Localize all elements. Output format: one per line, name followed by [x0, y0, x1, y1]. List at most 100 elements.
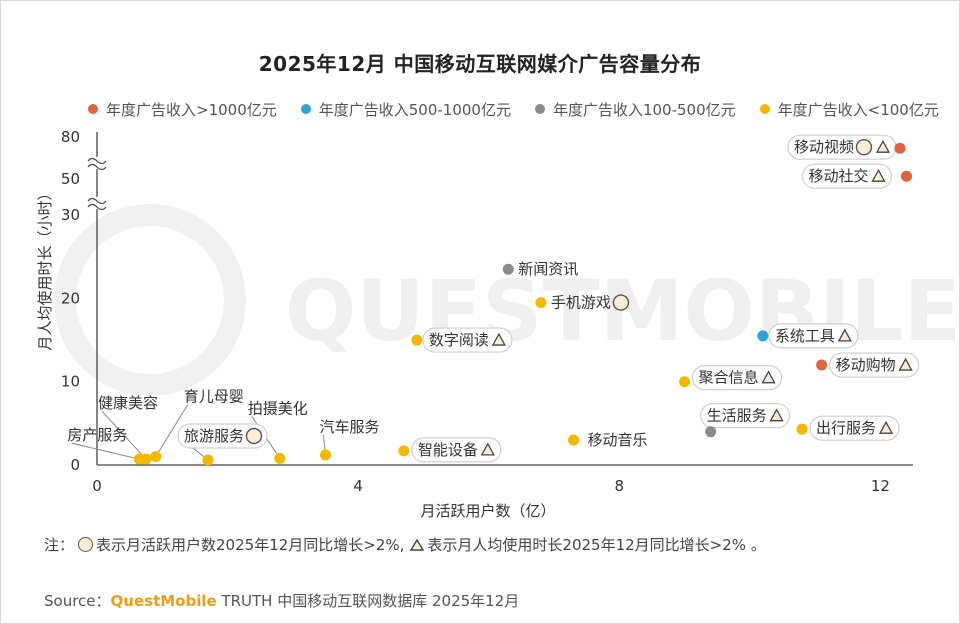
leader-line [155, 404, 189, 457]
triangle-badge-icon [491, 332, 506, 346]
data-point [274, 452, 286, 464]
source-line: Source：QuestMobile TRUTH 中国移动互联网数据库 2025… [44, 590, 519, 611]
triangle-badge-icon [769, 408, 784, 422]
data-point-group: 移动视频 [787, 134, 906, 160]
legend-dot-icon [88, 104, 98, 114]
triangle-marker-icon [410, 538, 425, 551]
leader-line [71, 442, 140, 460]
data-point-group: 生活服务 [700, 403, 791, 438]
y-tick-label: 80 [61, 128, 80, 146]
x-tick-label: 0 [92, 477, 102, 495]
triangle-badge-icon [898, 357, 913, 371]
label-pill [801, 163, 893, 189]
watermark-ring-icon [54, 204, 246, 396]
x-tick-label: 4 [353, 477, 363, 495]
data-point [411, 334, 423, 346]
x-tick-label: 12 [871, 477, 890, 495]
data-point-group: 数字阅读 [411, 327, 513, 353]
point-label: 移动社交 [808, 167, 868, 185]
data-point-group: 育儿母婴 [150, 388, 244, 463]
point-label: 聚合信息 [699, 369, 759, 387]
note-triangle-text: 表示月人均使用时长2025年12月同比增长>2% 。 [427, 536, 766, 554]
source-prefix: Source： [44, 592, 111, 610]
axis-break-gap [90, 157, 104, 169]
axis-break-icon [87, 203, 107, 211]
data-point-group: 房产服务 [67, 426, 145, 465]
legend-item: 年度广告收入>1000亿元 [88, 99, 277, 120]
data-point-group: 旅游服务 [177, 423, 268, 466]
point-label: 移动音乐 [588, 431, 648, 449]
point-label: 生活服务 [707, 407, 767, 425]
data-point-group: 移动社交 [801, 163, 912, 189]
point-label: 拍摄美化 [248, 399, 308, 417]
legend-label: 年度广告收入<100亿元 [777, 100, 939, 119]
data-point-group: 移动购物 [816, 352, 920, 378]
legend-label: 年度广告收入500-1000亿元 [318, 100, 511, 119]
y-tick-label: 10 [61, 373, 80, 391]
triangle-badge-icon [837, 328, 852, 342]
data-point-group: 出行服务 [796, 415, 900, 441]
triangle-badge-icon [878, 420, 894, 434]
watermark-logo: QUESTMOBILE [54, 204, 960, 396]
note-prefix: 注： [44, 536, 75, 554]
legend-item: 年度广告收入100-500亿元 [534, 99, 736, 120]
legend-label: 年度广告收入100-500亿元 [552, 100, 736, 119]
circle-badge-icon [855, 138, 873, 156]
x-axis-title: 月活跃用户数（亿） [420, 502, 555, 520]
data-point [150, 451, 162, 463]
point-label: 健康美容 [98, 394, 158, 412]
data-point-group: 系统工具 [757, 323, 859, 349]
data-point-group: 汽车服务 [319, 418, 379, 461]
data-point [900, 170, 912, 182]
data-point-group: 智能设备 [398, 437, 502, 463]
label-pill [829, 352, 920, 378]
point-label: 汽车服务 [319, 418, 379, 436]
point-label: 移动购物 [836, 356, 896, 374]
data-point-group: 聚合信息 [679, 365, 783, 391]
point-label: 移动视频 [794, 138, 854, 156]
data-point [679, 376, 691, 388]
label-pill [411, 437, 502, 463]
circle-badge-icon [612, 294, 630, 311]
data-point-group: 健康美容 [98, 394, 158, 465]
legend-item: 年度广告收入500-1000亿元 [300, 99, 511, 120]
label-pill [768, 323, 859, 349]
questmobile-logo-text: QuestMobile [110, 592, 217, 610]
point-label: 出行服务 [816, 419, 876, 437]
point-label: 数字阅读 [429, 331, 489, 349]
label-pill [700, 403, 791, 429]
point-label: 手机游戏 [551, 294, 611, 312]
point-label: 旅游服务 [184, 427, 244, 445]
data-point [568, 434, 580, 446]
circle-badge-icon [245, 427, 263, 445]
point-label: 智能设备 [418, 441, 478, 459]
note-circle-text: 表示月活跃用户数2025年12月同比增长>2%, [96, 536, 405, 554]
legend-dot-icon [759, 104, 770, 114]
label-pill [809, 415, 900, 441]
data-point [398, 445, 410, 457]
y-tick-label: 50 [61, 170, 80, 188]
axis-break-icon [87, 157, 107, 165]
label-pill [422, 327, 513, 353]
point-label: 育儿母婴 [184, 388, 244, 406]
triangle-badge-icon [480, 442, 495, 456]
circle-marker-icon [78, 537, 94, 552]
data-point-group: 新闻资讯 [502, 260, 578, 278]
y-tick-label: 30 [61, 206, 80, 224]
data-point [502, 263, 514, 275]
axis-break-icon [87, 163, 107, 171]
y-axis-title: 月人均使用时长（小时） [36, 185, 54, 350]
data-point [133, 453, 145, 465]
chart-title: 2025年12月 中国移动互联网媒介广告容量分布 [258, 52, 702, 76]
point-label: 新闻资讯 [518, 260, 578, 278]
axis-break-gap [90, 197, 104, 209]
leader-line [101, 410, 147, 460]
triangle-badge-icon [761, 370, 776, 384]
data-point-group: 移动音乐 [568, 431, 648, 449]
legend: 年度广告收入>1000亿元 年度广告收入500-1000亿元 年度广告收入100-5… [88, 98, 939, 120]
legend-label: 年度广告收入>1000亿元 [106, 100, 277, 119]
legend-dot-icon [300, 104, 311, 114]
triangle-badge-icon [871, 168, 886, 182]
data-point [816, 359, 828, 371]
